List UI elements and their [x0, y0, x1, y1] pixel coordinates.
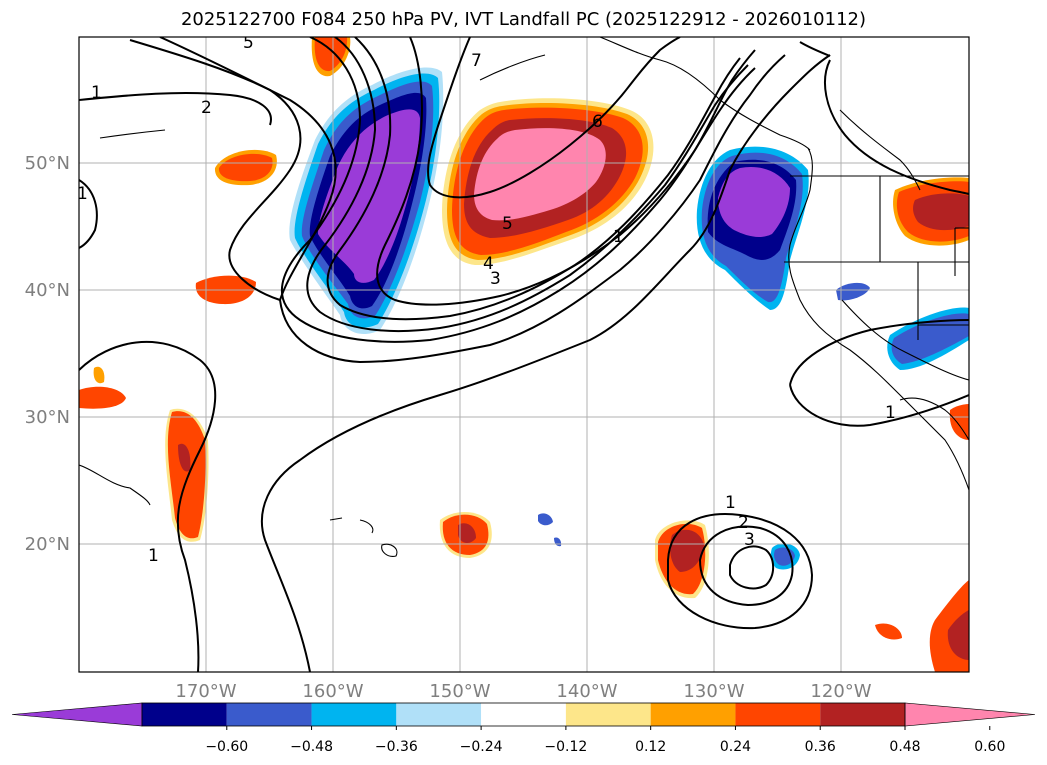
- lon-tick-label: 170°W: [175, 681, 236, 702]
- contour-label: 3: [490, 269, 501, 289]
- colorbar-segment: [226, 703, 312, 726]
- colorbar-tick-label: 0.48: [889, 739, 920, 755]
- colorbar-tick-label: 0.60: [974, 739, 1005, 755]
- negative-pv-anomaly-west: [289, 67, 444, 335]
- colorbar-segment: [820, 703, 905, 726]
- colorbar-segment: [396, 703, 482, 726]
- colorbar-tick-label: −0.48: [290, 739, 333, 755]
- colorbar-tick-label: −0.24: [460, 739, 503, 755]
- contour-label: 4: [483, 254, 494, 274]
- colorbar-extend-min: [11, 702, 143, 727]
- contour-label: 1: [77, 184, 88, 204]
- graticule: [79, 37, 969, 672]
- colorbar-tick-label: −0.12: [544, 739, 587, 755]
- negative-pv-anomaly-small: [538, 282, 969, 570]
- contour-label: 1: [725, 493, 736, 513]
- lon-tick-label: 160°W: [302, 681, 363, 702]
- colorbar-tick-label: 0.24: [720, 739, 751, 755]
- colorbar-tick-label: 0.36: [805, 739, 836, 755]
- colorbar-tick-label: −0.60: [205, 739, 248, 755]
- lat-tick-label: 50°N: [25, 153, 70, 174]
- contour-labels: 5 1 2 1 7 6 5 4 3 1 1 1 2 3 1: [77, 33, 896, 566]
- contour-label: 2: [738, 513, 749, 533]
- colorbar-tick-label: −0.36: [375, 739, 418, 755]
- contours: [79, 37, 969, 672]
- colorbar: −0.60 −0.48 −0.36 −0.24 −0.12 0.12 0.24 0.36 0.4…: [11, 702, 1036, 755]
- positive-pv-anomaly-central: [442, 98, 654, 265]
- colorbar-tick-label: 0.12: [635, 739, 666, 755]
- map-area: 5 1 2 1 7 6 5 4 3 1 1 1 2 3 1: [77, 33, 969, 672]
- contour-label: 5: [243, 33, 254, 53]
- colorbar-outline: [141, 702, 906, 727]
- contour-label: 7: [471, 51, 482, 71]
- latitude-labels: 50°N 40°N 30°N 20°N: [25, 153, 70, 555]
- contour-label: 1: [148, 546, 159, 566]
- contour-label: 1: [91, 83, 102, 103]
- colorbar-segment: [735, 703, 821, 726]
- colorbar-segment: [650, 703, 736, 726]
- contour-label: 1: [613, 227, 624, 247]
- longitude-labels: 170°W 160°W 150°W 140°W 130°W 120°W: [175, 681, 871, 702]
- colorbar-extend-max: [904, 702, 1036, 727]
- contour-label: 6: [592, 112, 603, 132]
- lon-tick-label: 130°W: [683, 681, 744, 702]
- lat-tick-label: 40°N: [25, 280, 70, 301]
- lon-tick-label: 150°W: [429, 681, 490, 702]
- colorbar-segment: [565, 703, 651, 726]
- lat-tick-label: 30°N: [25, 407, 70, 428]
- contour-label: 5: [502, 214, 513, 234]
- contour-label: 3: [744, 530, 755, 550]
- colorbar-segment: [311, 703, 397, 726]
- lat-tick-label: 20°N: [25, 534, 70, 555]
- lon-tick-label: 140°W: [556, 681, 617, 702]
- colorbar-segment: [142, 703, 227, 726]
- map-title: 2025122700 F084 250 hPa PV, IVT Landfall…: [180, 9, 867, 30]
- contour-label: 2: [201, 98, 212, 118]
- lon-tick-label: 120°W: [810, 681, 871, 702]
- colorbar-segment: [481, 703, 566, 726]
- contour-label: 1: [885, 403, 896, 423]
- map-frame: [78, 36, 970, 673]
